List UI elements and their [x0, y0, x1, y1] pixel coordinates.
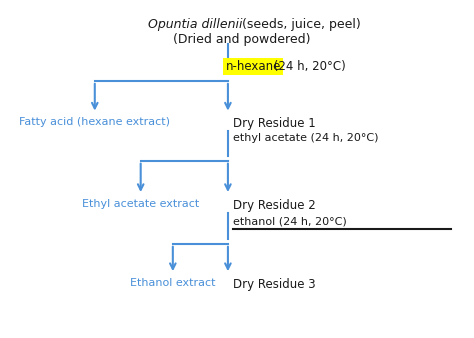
Text: Ethyl acetate extract: Ethyl acetate extract	[82, 199, 200, 209]
Text: Fatty acid (hexane extract): Fatty acid (hexane extract)	[19, 118, 170, 127]
Text: Dry Residue 2: Dry Residue 2	[233, 199, 316, 212]
Text: (seeds, juice, peel): (seeds, juice, peel)	[238, 18, 361, 31]
Text: (24 h, 20°C): (24 h, 20°C)	[270, 60, 346, 73]
Text: n-hexane: n-hexane	[226, 60, 281, 73]
Text: Dry Residue 3: Dry Residue 3	[233, 278, 316, 291]
Text: (Dried and powdered): (Dried and powdered)	[173, 33, 310, 46]
Text: Dry Residue 1: Dry Residue 1	[233, 118, 316, 130]
Text: ethanol (24 h, 20°C): ethanol (24 h, 20°C)	[233, 217, 347, 226]
Text: ethyl acetate (24 h, 20°C): ethyl acetate (24 h, 20°C)	[233, 134, 379, 143]
Text: Opuntia dillenii: Opuntia dillenii	[147, 18, 242, 31]
Text: Ethanol extract: Ethanol extract	[130, 278, 216, 288]
